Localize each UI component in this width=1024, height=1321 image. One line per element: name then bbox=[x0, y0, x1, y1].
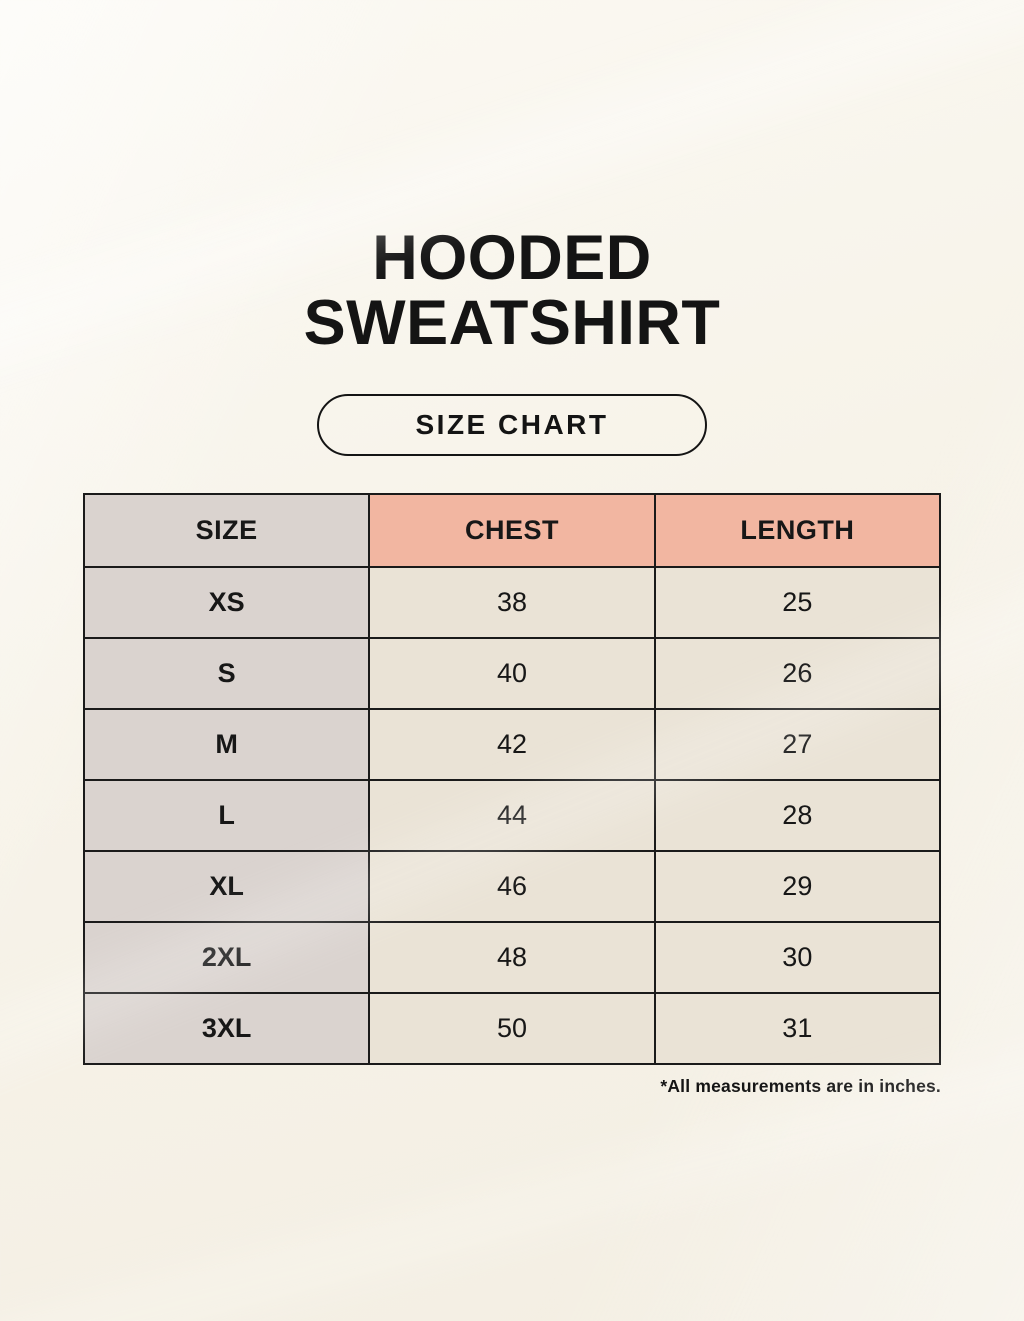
table-row: XL 46 29 bbox=[82, 849, 942, 923]
product-title-line1: HOODED bbox=[372, 223, 652, 293]
size-label: 3XL bbox=[82, 991, 371, 1065]
measurements-footnote: *All measurements are in inches. bbox=[660, 1075, 941, 1096]
length-value: 31 bbox=[653, 991, 942, 1065]
size-label: XL bbox=[82, 849, 371, 923]
table-row: XS 38 25 bbox=[82, 565, 942, 639]
table-row: M 42 27 bbox=[82, 707, 942, 781]
size-label: 2XL bbox=[82, 920, 371, 994]
chest-value: 44 bbox=[368, 778, 656, 852]
size-label: L bbox=[82, 778, 371, 852]
chest-value: 40 bbox=[368, 636, 656, 710]
chest-value: 42 bbox=[368, 707, 656, 781]
table-row: L 44 28 bbox=[82, 778, 942, 852]
size-chart-badge[interactable]: SIZE CHART bbox=[317, 393, 707, 456]
table-header-row: SIZE CHEST LENGTH bbox=[82, 492, 942, 568]
column-header-chest: CHEST bbox=[368, 492, 656, 568]
table-row: 3XL 50 31 bbox=[82, 991, 942, 1065]
column-header-length: LENGTH bbox=[653, 492, 942, 568]
size-chart-table: SIZE CHEST LENGTH XS 38 25 S 40 26 M bbox=[82, 492, 942, 1065]
size-chart-table-container: SIZE CHEST LENGTH XS 38 25 S 40 26 M bbox=[82, 492, 942, 1065]
length-value: 25 bbox=[653, 565, 942, 639]
length-value: 28 bbox=[653, 778, 942, 852]
length-value: 29 bbox=[653, 849, 942, 923]
column-header-size: SIZE bbox=[82, 492, 371, 568]
size-label: M bbox=[82, 707, 371, 781]
size-label: XS bbox=[82, 565, 371, 639]
product-title: HOODED SWEATSHIRT bbox=[304, 226, 721, 356]
length-value: 30 bbox=[653, 920, 942, 994]
chest-value: 50 bbox=[368, 991, 656, 1065]
product-title-line2: SWEATSHIRT bbox=[303, 287, 721, 358]
chest-value: 38 bbox=[368, 565, 656, 639]
length-value: 27 bbox=[653, 707, 942, 781]
length-value: 26 bbox=[653, 636, 942, 710]
table-row: S 40 26 bbox=[82, 636, 942, 710]
chest-value: 46 bbox=[368, 849, 656, 923]
size-label: S bbox=[82, 636, 371, 710]
table-row: 2XL 48 30 bbox=[82, 920, 942, 994]
fabric-crease-highlight bbox=[0, 0, 1024, 425]
chest-value: 48 bbox=[368, 920, 656, 994]
